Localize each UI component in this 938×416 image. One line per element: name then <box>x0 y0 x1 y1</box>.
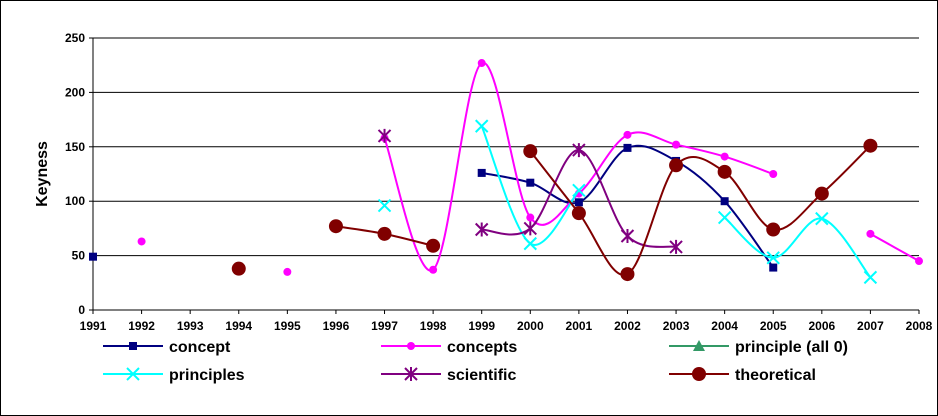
y-tick-label: 50 <box>72 249 86 263</box>
x-tick-label: 1999 <box>468 319 495 333</box>
data-point-theoretical <box>571 206 586 221</box>
y-tick-label: 0 <box>78 303 85 317</box>
data-point-concepts <box>866 229 875 238</box>
x-tick-label: 1993 <box>177 319 204 333</box>
series-line-principles <box>723 216 872 278</box>
x-tick-label: 2005 <box>760 319 787 333</box>
data-point-principles <box>717 210 732 225</box>
data-point-concepts <box>283 267 292 276</box>
x-tick-label: 1994 <box>225 319 252 333</box>
data-point-concepts <box>137 237 146 246</box>
legend-label-theoretical: theoretical <box>735 367 816 384</box>
x-tick-label: 2003 <box>663 319 690 333</box>
x-tick-label: 1996 <box>323 319 350 333</box>
data-point-principles <box>572 183 586 198</box>
y-axis-title: Keyness <box>34 141 51 207</box>
data-point-concepts <box>672 140 681 149</box>
legend-label-concepts: concepts <box>447 339 517 356</box>
legend-marker-principle-all-0 <box>693 340 705 351</box>
data-point-principles <box>766 251 780 265</box>
data-point-concepts <box>526 213 535 222</box>
data-point-theoretical <box>231 261 246 276</box>
series-line-theoretical <box>529 144 872 276</box>
x-tick-label: 2008 <box>906 319 933 333</box>
data-point-concept <box>574 198 583 207</box>
data-point-concept <box>477 168 486 177</box>
x-tick-label: 1991 <box>80 319 107 333</box>
data-point-scientific <box>474 222 489 237</box>
x-tick-label: 1992 <box>128 319 155 333</box>
legend-label-principles: principles <box>169 367 245 384</box>
legend-label-concept: concept <box>169 339 231 356</box>
data-point-principles <box>377 198 392 213</box>
data-point-scientific <box>523 221 538 236</box>
data-point-principles <box>863 270 878 285</box>
x-tick-label: 1995 <box>274 319 301 333</box>
data-point-principles <box>474 119 489 133</box>
data-point-scientific <box>377 128 392 143</box>
y-tick-label: 150 <box>65 140 85 154</box>
data-point-theoretical <box>863 138 878 153</box>
legend-marker-concepts <box>407 342 415 350</box>
x-tick-label: 2001 <box>566 319 593 333</box>
data-point-theoretical <box>717 164 732 179</box>
data-point-concepts <box>720 152 729 161</box>
data-point-theoretical <box>328 219 343 234</box>
legend-marker-concept <box>129 342 137 350</box>
data-point-concepts <box>429 265 438 274</box>
x-tick-label: 2006 <box>808 319 835 333</box>
legend-marker-principles <box>126 367 140 381</box>
y-tick-label: 250 <box>65 31 85 45</box>
data-point-theoretical <box>620 267 635 282</box>
data-point-concept <box>720 197 729 206</box>
data-point-concepts <box>477 59 486 68</box>
x-tick-label: 2002 <box>614 319 641 333</box>
data-point-concepts <box>769 170 778 178</box>
data-point-concept <box>526 178 535 187</box>
data-point-theoretical <box>814 186 829 201</box>
data-point-scientific <box>620 229 635 244</box>
data-point-concept <box>623 143 632 152</box>
x-tick-label: 2004 <box>711 319 738 333</box>
data-point-concepts <box>623 130 632 139</box>
x-tick-label: 2007 <box>857 319 884 333</box>
data-point-theoretical <box>523 144 538 159</box>
x-tick-label: 1997 <box>371 319 398 333</box>
legend-marker-theoretical <box>692 367 706 381</box>
data-point-concept <box>769 263 778 272</box>
data-point-scientific <box>572 143 586 158</box>
legend-label-scientific: scientific <box>447 367 516 384</box>
data-point-theoretical <box>426 238 441 253</box>
data-point-theoretical <box>669 158 684 173</box>
data-point-concept <box>89 252 97 261</box>
series-line-concepts <box>869 232 920 262</box>
data-point-principles <box>815 211 829 226</box>
y-tick-label: 200 <box>65 85 85 99</box>
data-point-scientific <box>669 239 683 254</box>
y-tick-label: 100 <box>65 194 85 208</box>
data-point-principles <box>523 236 538 251</box>
legend-label-principle-all-0: principle (all 0) <box>735 339 848 356</box>
data-point-concepts <box>915 257 923 266</box>
legend-marker-scientific <box>404 367 418 381</box>
data-point-theoretical <box>766 222 781 237</box>
data-point-theoretical <box>377 226 392 241</box>
x-tick-label: 1998 <box>420 319 447 333</box>
x-tick-label: 2000 <box>517 319 544 333</box>
